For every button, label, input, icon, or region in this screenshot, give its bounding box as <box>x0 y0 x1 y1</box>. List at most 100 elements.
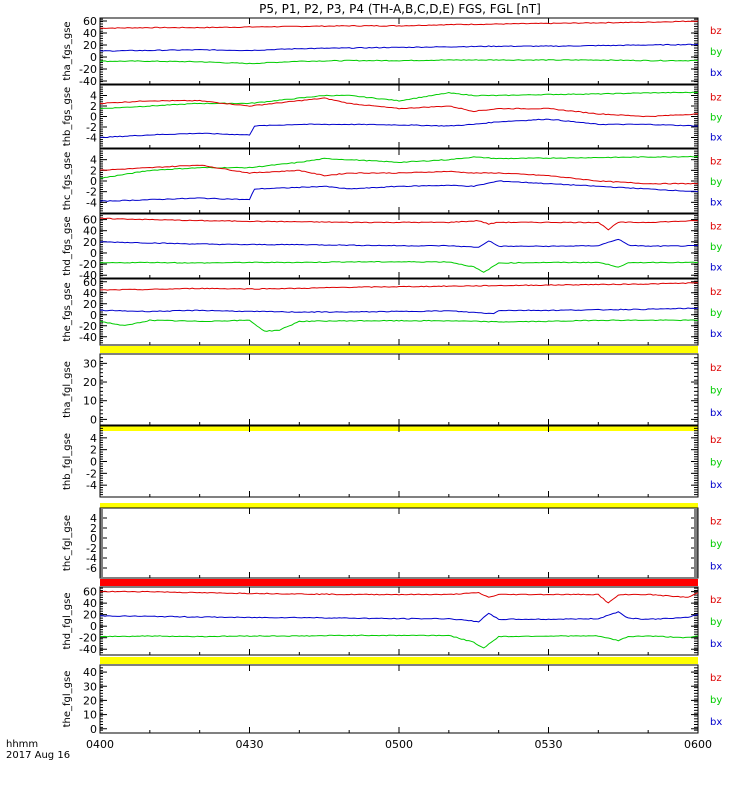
series-bx-the_fgs_gse <box>99 307 699 315</box>
legend-bx: bx <box>710 639 722 650</box>
y-tick-label: 60 <box>83 276 97 289</box>
y-tick-label: -2 <box>86 542 97 555</box>
panel-frame-tha_fgl_gse <box>99 353 699 426</box>
y-tick-label: -4 <box>86 479 97 492</box>
panel-frame-thd_fgl_gse <box>99 586 699 656</box>
separator-bar-0 <box>100 346 698 353</box>
series-by-the_fgs_gse <box>99 319 699 332</box>
y-tick-label: 40 <box>83 27 97 40</box>
legend-bx: bx <box>710 329 722 340</box>
legend-bx: bx <box>710 133 722 144</box>
legend-bz: bz <box>710 222 722 233</box>
legend-by: by <box>710 177 722 188</box>
series-bz-tha_fgs_gse <box>99 20 699 29</box>
panel-label-thb_fgl_gse: thb_fgl_gse <box>62 433 73 490</box>
y-tick-label: -40 <box>79 75 97 88</box>
y-tick-label: 20 <box>83 39 97 52</box>
separator-bar-4 <box>100 657 698 664</box>
series-by-tha_fgs_gse <box>99 59 699 65</box>
y-tick-label: 10 <box>83 395 97 408</box>
y-tick-label: 60 <box>83 15 97 28</box>
y-tick-label: -4 <box>86 196 97 209</box>
legend-bx: bx <box>710 408 722 419</box>
y-tick-label: 40 <box>83 287 97 300</box>
x-axis-caption-hhmm: hhmm <box>6 739 39 750</box>
legend-bx: bx <box>710 480 722 491</box>
series-bx-thc_fgs_gse <box>99 180 699 202</box>
legend-bz: bz <box>710 157 722 168</box>
y-tick-label: 0 <box>90 532 97 545</box>
panel-frame-thb_fgs_gse <box>99 84 699 149</box>
series-by-thd_fgs_gse <box>99 260 699 273</box>
legend-by: by <box>710 539 722 550</box>
y-tick-label: 10 <box>83 709 97 722</box>
legend-by: by <box>710 47 722 58</box>
series-bz-thd_fgl_gse <box>99 590 699 604</box>
panel-label-thd_fgs_gse: thd_fgs_gse <box>62 216 73 275</box>
panel-label-thd_fgl_gse: thd_fgl_gse <box>62 593 73 650</box>
legend-bx: bx <box>710 561 722 572</box>
legend-bz: bz <box>710 595 722 606</box>
y-tick-label: 4 <box>90 154 97 167</box>
x-tick-label: 0600 <box>684 738 712 751</box>
y-tick-label: 40 <box>83 597 97 610</box>
y-tick-label: 2 <box>90 522 97 535</box>
y-tick-label: -2 <box>86 186 97 199</box>
y-tick-label: 0 <box>90 247 97 260</box>
y-tick-label: -20 <box>79 63 97 76</box>
series-bz-thb_fgs_gse <box>99 97 699 118</box>
y-tick-label: 0 <box>90 309 97 322</box>
y-tick-label: -4 <box>86 552 97 565</box>
legend-by: by <box>710 113 722 124</box>
panel-label-the_fgs_gse: the_fgs_gse <box>62 282 73 341</box>
panel-label-thc_fgl_gse: thc_fgl_gse <box>62 515 73 571</box>
panel-label-thb_fgs_gse: thb_fgs_gse <box>62 87 73 146</box>
series-bx-thd_fgs_gse <box>99 238 699 248</box>
y-tick-label: 2 <box>90 444 97 457</box>
y-tick-label: 40 <box>83 666 97 679</box>
y-tick-label: 4 <box>90 432 97 445</box>
y-tick-label: 0 <box>90 456 97 469</box>
y-tick-label: 2 <box>90 100 97 113</box>
series-by-thb_fgs_gse <box>99 91 699 110</box>
series-by-thd_fgl_gse <box>99 634 699 649</box>
series-by-thc_fgs_gse <box>100 155 699 179</box>
panel-label-the_fgl_gse: the_fgl_gse <box>62 671 73 728</box>
legend-bz: bz <box>710 92 722 103</box>
y-tick-label: -40 <box>79 269 97 282</box>
y-tick-label: 30 <box>83 357 97 370</box>
y-tick-label: 60 <box>83 586 97 599</box>
y-tick-label: -20 <box>79 320 97 333</box>
legend-bz: bz <box>710 287 722 298</box>
legend-bx: bx <box>710 717 722 728</box>
series-bx-thb_fgs_gse <box>99 118 698 138</box>
legend-bz: bz <box>710 26 722 37</box>
y-tick-label: -40 <box>79 331 97 344</box>
panel-frame-thb_fgl_gse <box>99 425 699 498</box>
x-tick-label: 0430 <box>236 738 264 751</box>
legend-bx: bx <box>710 68 722 79</box>
legend-bx: bx <box>710 197 722 208</box>
legend-by: by <box>710 308 722 319</box>
y-tick-label: -20 <box>79 258 97 271</box>
y-tick-label: -40 <box>79 643 97 656</box>
y-tick-label: 0 <box>90 723 97 736</box>
y-tick-label: 20 <box>83 694 97 707</box>
y-tick-label: -4 <box>86 132 97 145</box>
chart-title: P5, P1, P2, P3, P4 (TH-A,B,C,D,E) FGS, F… <box>259 2 541 16</box>
y-tick-label: 0 <box>90 51 97 64</box>
x-axis-caption-date: 2017 Aug 16 <box>6 750 71 761</box>
legend-by: by <box>710 242 722 253</box>
y-tick-label: 2 <box>90 164 97 177</box>
legend-bz: bz <box>710 673 722 684</box>
panel-frame-thc_fgl_gse <box>99 507 699 579</box>
legend-bz: bz <box>710 435 722 446</box>
y-tick-label: 4 <box>90 90 97 103</box>
legend-by: by <box>710 458 722 469</box>
legend-by: by <box>710 386 722 397</box>
y-tick-label: 20 <box>83 236 97 249</box>
panel-frame-the_fgl_gse <box>99 664 699 734</box>
y-tick-label: -20 <box>79 632 97 645</box>
panel-label-tha_fgl_gse: tha_fgl_gse <box>62 361 73 418</box>
